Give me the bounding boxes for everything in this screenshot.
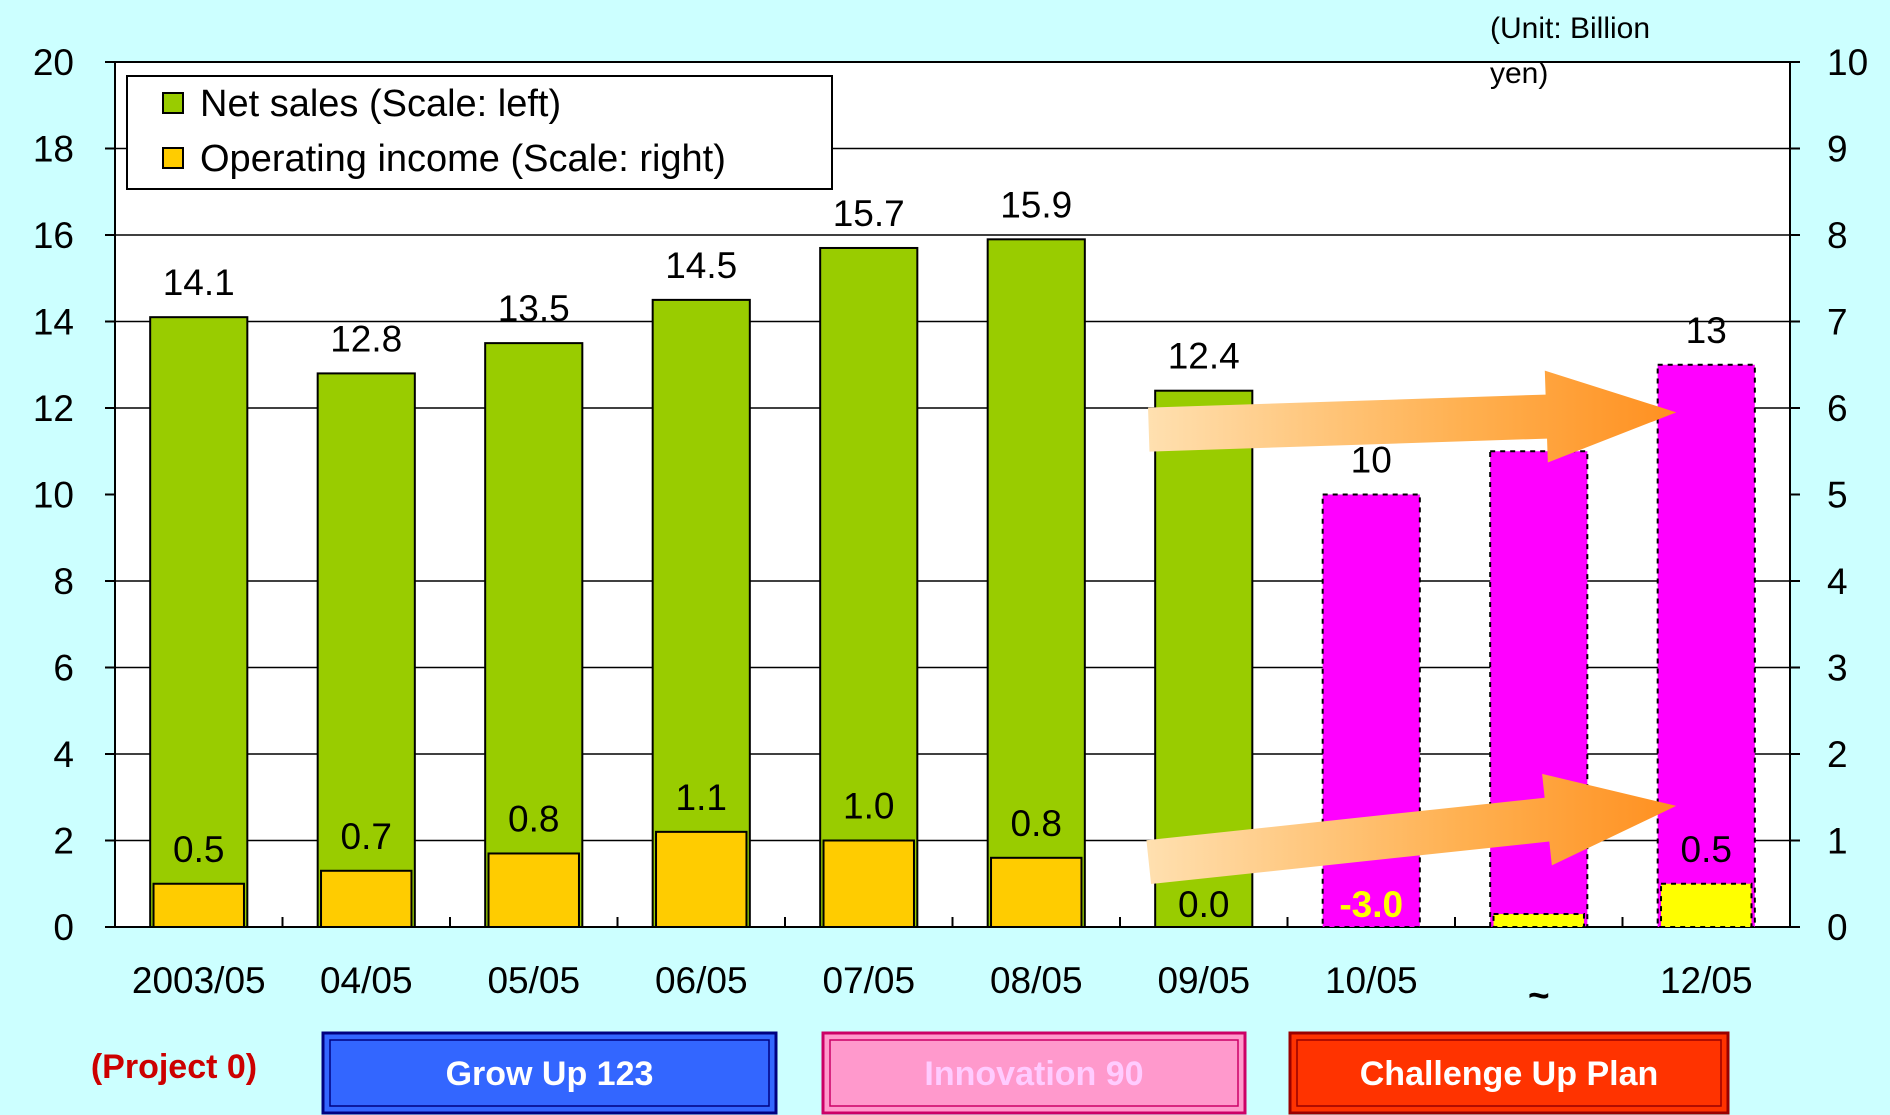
operating-income-label: 1.1 (676, 777, 727, 818)
right-axis-tick: 4 (1827, 561, 1848, 602)
bars (149, 238, 1756, 929)
net-sales-label: 10 (1351, 440, 1392, 481)
trend-arrows (1146, 370, 1677, 885)
net-sales-label: 13 (1686, 310, 1727, 351)
left-axis-tick: 12 (33, 388, 74, 429)
phase-box (1288, 1031, 1730, 1115)
left-axis-tick: 4 (53, 734, 74, 775)
phase-label: Grow Up 123 (446, 1055, 654, 1093)
net-sales-label: 14.5 (665, 245, 737, 286)
x-axis-tick: 2003/05 (132, 960, 266, 1001)
legend: Net sales (Scale: left) Operating income … (126, 75, 833, 190)
operating-income-label: 0.8 (508, 798, 559, 839)
operating-income-label: 0.5 (1681, 829, 1732, 870)
sales-trend-arrow (1148, 370, 1677, 463)
left-axis-tick: 8 (53, 561, 74, 602)
phase-label-project-0: (Project 0) (91, 1048, 257, 1086)
operating-income-label: 0.5 (173, 829, 224, 870)
right-axis-tick: 3 (1827, 648, 1848, 689)
phase-label: Challenge Up Plan (1360, 1055, 1659, 1093)
net-sales-label: 15.9 (1000, 184, 1072, 225)
right-axis-tick: 7 (1827, 302, 1848, 343)
right-axis-tick: 10 (1827, 42, 1868, 83)
operating-income-bar (487, 852, 580, 928)
phase-box (821, 1031, 1247, 1115)
phase-box-bevel (1296, 1039, 1722, 1107)
operating-income-label: -3.0 (1339, 884, 1403, 925)
legend-entry: Net sales (Scale: left) (200, 83, 561, 125)
x-axis-tick: 09/05 (1157, 960, 1250, 1001)
x-axis-tick: 08/05 (990, 960, 1083, 1001)
operating-income-bar (990, 856, 1083, 928)
net-sales-label: 12.8 (330, 318, 402, 359)
right-axis-tick: 9 (1827, 129, 1848, 170)
x-axis-tick: 12/05 (1660, 960, 1753, 1001)
net-sales-bar (316, 372, 416, 928)
left-axis-tick: 16 (33, 215, 74, 256)
phase-box-bevel (329, 1039, 770, 1107)
left-axis-tick: 20 (33, 42, 74, 83)
operating-income-label: 0.8 (1011, 803, 1062, 844)
operating-income-bar (1492, 913, 1585, 929)
operating-income-bar (822, 839, 915, 928)
left-axis-tick: 6 (53, 648, 74, 689)
phase-label: Innovation 90 (924, 1055, 1143, 1093)
legend-swatch (162, 92, 184, 114)
net-sales-bar (1489, 450, 1589, 928)
net-sales-bar (484, 342, 584, 928)
right-axis-tick: 5 (1827, 475, 1848, 516)
operating-income-bar (320, 869, 413, 929)
right-axis-tick: 1 (1827, 821, 1848, 862)
net-sales-bar (986, 238, 1086, 928)
net-sales-bar (1656, 363, 1756, 928)
phase-box (321, 1031, 778, 1115)
legend-box (126, 75, 833, 190)
x-axis-tick: 05/05 (487, 960, 580, 1001)
x-axis-tick: 07/05 (822, 960, 915, 1001)
operating-income-bar (152, 882, 245, 928)
net-sales-label: 15.7 (833, 193, 905, 234)
phase-labels: (Project 0) Grow Up 123 Innovation 90 Chall… (91, 1031, 1730, 1115)
x-axis-tick: 04/05 (320, 960, 413, 1001)
operating-income-label: 0.7 (341, 816, 392, 857)
right-axis-tick: 8 (1827, 215, 1848, 256)
x-axis-tick: 10/05 (1325, 960, 1418, 1001)
left-axis-tick: 0 (53, 907, 74, 948)
left-axis-tick: 14 (33, 302, 74, 343)
right-axis-tick: 6 (1827, 388, 1848, 429)
legend-swatch (162, 147, 184, 169)
net-sales-bar (819, 246, 919, 929)
net-sales-bar (651, 298, 751, 928)
operating-income-label: 0.0 (1178, 884, 1229, 925)
income-trend-arrow (1146, 773, 1677, 885)
operating-income-label: 1.0 (843, 786, 894, 827)
right-axis-tick: 0 (1827, 907, 1848, 948)
net-sales-label: 14.1 (163, 262, 235, 303)
net-sales-bar (149, 316, 249, 928)
unit-note-line-1: (Unit: Billion (1490, 12, 1650, 45)
operating-income-bar (655, 830, 748, 928)
left-axis-tick: 10 (33, 475, 74, 516)
left-axis-tick: 2 (53, 821, 74, 862)
net-sales-label: 13.5 (498, 288, 570, 329)
left-axis-tick: 18 (33, 129, 74, 170)
phase-box-bevel (829, 1039, 1239, 1107)
operating-income-bar (1660, 882, 1753, 928)
right-axis-tick: 2 (1827, 734, 1848, 775)
x-axis-tick: ~ (1528, 975, 1550, 1016)
legend-entry: Operating income (Scale: right) (200, 138, 726, 180)
data-labels: 14.1 12.8 13.5 14.5 15.7 15.9 12.4 10 13 0.5 0.7 0.… (163, 184, 1732, 925)
net-sales-label: 12.4 (1168, 336, 1240, 377)
unit-note-line-2: yen) (1490, 57, 1548, 90)
x-axis-tick: 06/05 (655, 960, 748, 1001)
